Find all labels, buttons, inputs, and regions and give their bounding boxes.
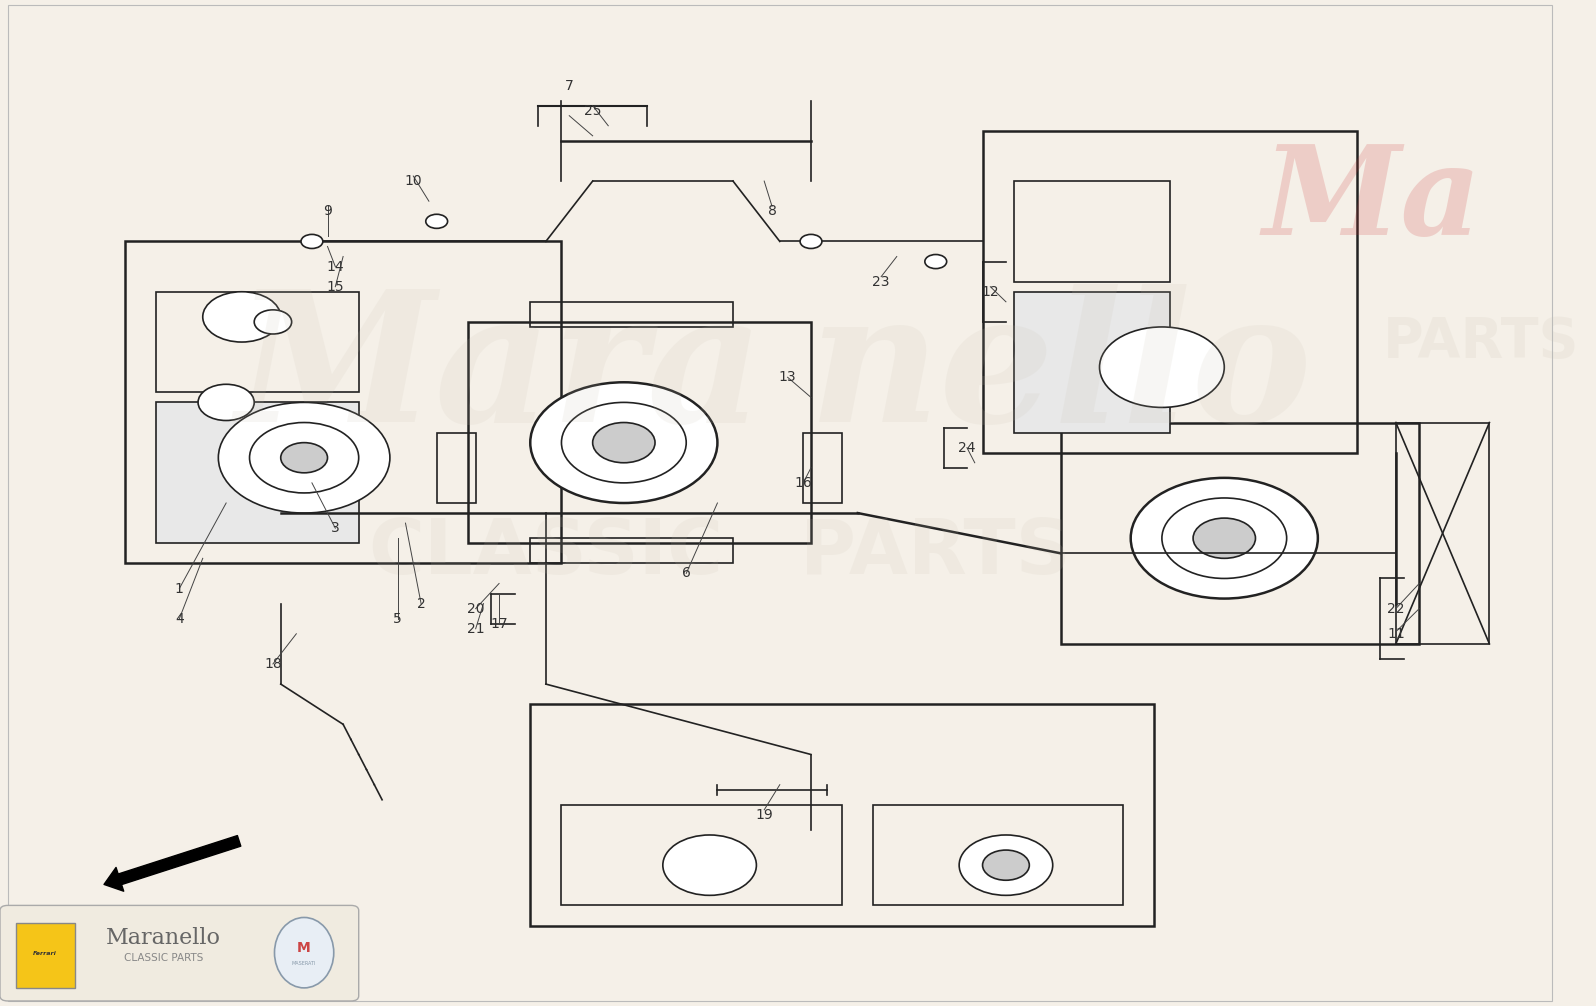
Circle shape (198, 384, 254, 421)
Text: Ferrari: Ferrari (34, 952, 57, 956)
Text: CLASSIC: CLASSIC (369, 516, 723, 591)
Text: nello: nello (809, 284, 1312, 461)
Bar (468, 322, 811, 543)
Circle shape (249, 423, 359, 493)
Bar (562, 805, 843, 905)
Text: Ma: Ma (1262, 141, 1483, 262)
Text: 16: 16 (795, 476, 812, 490)
Bar (1013, 181, 1170, 282)
Text: 9: 9 (322, 204, 332, 218)
Bar (530, 704, 1154, 926)
Text: CLASSIC PARTS: CLASSIC PARTS (124, 953, 203, 963)
Text: 14: 14 (327, 260, 345, 274)
Bar (530, 538, 733, 563)
Text: 6: 6 (681, 566, 691, 580)
Bar (530, 302, 733, 327)
Circle shape (254, 310, 292, 334)
Text: 19: 19 (755, 808, 772, 822)
Text: 2: 2 (417, 597, 426, 611)
Circle shape (530, 382, 718, 503)
Circle shape (1100, 327, 1224, 407)
Circle shape (800, 234, 822, 248)
Circle shape (1130, 478, 1318, 599)
Circle shape (203, 292, 281, 342)
Text: 20: 20 (468, 602, 485, 616)
Circle shape (562, 402, 686, 483)
Bar (156, 292, 359, 392)
Text: 21: 21 (468, 622, 485, 636)
Bar (1013, 292, 1170, 433)
Text: 8: 8 (768, 204, 776, 218)
Circle shape (959, 835, 1053, 895)
Text: PARTS: PARTS (800, 516, 1071, 591)
Text: 3: 3 (330, 521, 340, 535)
Text: 13: 13 (779, 370, 796, 384)
Text: 1: 1 (176, 581, 184, 596)
Circle shape (592, 423, 654, 463)
Bar (437, 433, 476, 503)
Circle shape (1162, 498, 1286, 578)
Text: 22: 22 (1387, 602, 1404, 616)
Circle shape (219, 402, 389, 513)
Text: 5: 5 (393, 612, 402, 626)
Bar (124, 241, 562, 563)
Circle shape (426, 214, 447, 228)
Bar (1396, 423, 1489, 644)
Circle shape (924, 255, 946, 269)
Text: 24: 24 (958, 441, 975, 455)
Ellipse shape (275, 917, 334, 988)
Bar (156, 402, 359, 543)
Text: 11: 11 (1387, 627, 1404, 641)
Text: 10: 10 (404, 174, 421, 188)
Text: 15: 15 (327, 280, 345, 294)
Text: 23: 23 (873, 275, 891, 289)
FancyBboxPatch shape (0, 905, 359, 1001)
Bar (803, 433, 843, 503)
Bar (983, 131, 1357, 453)
Circle shape (302, 234, 322, 248)
Text: 12: 12 (982, 285, 999, 299)
Text: Mara: Mara (235, 284, 763, 461)
Circle shape (281, 443, 327, 473)
Text: 18: 18 (263, 657, 282, 671)
Circle shape (662, 835, 757, 895)
Bar (16, 923, 75, 988)
Text: MASERATI: MASERATI (292, 962, 316, 966)
Bar (1060, 423, 1419, 644)
Text: PARTS: PARTS (1384, 315, 1580, 369)
Text: 4: 4 (176, 612, 184, 626)
Text: 25: 25 (584, 104, 602, 118)
Circle shape (983, 850, 1029, 880)
Circle shape (1194, 518, 1256, 558)
Text: 17: 17 (490, 617, 508, 631)
Text: M: M (297, 941, 311, 955)
Bar (873, 805, 1124, 905)
FancyArrowPatch shape (104, 836, 241, 891)
Text: 7: 7 (565, 78, 573, 93)
Text: Maranello: Maranello (107, 927, 222, 949)
